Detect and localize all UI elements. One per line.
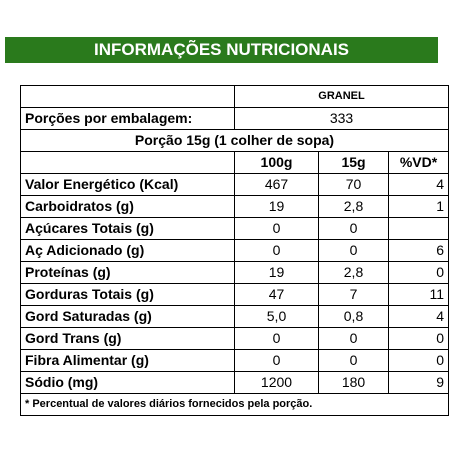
value-cell: 9 — [388, 371, 449, 394]
title-bar: INFORMAÇÕES NUTRICIONAIS — [5, 37, 438, 63]
footnote: * Percentual de valores diários fornecid… — [20, 393, 449, 416]
portion: Porção 15g (1 colher de sopa) — [20, 129, 449, 152]
value-cell: 0 — [318, 239, 389, 262]
row: GRANEL — [20, 85, 449, 108]
value-cell: 0 — [234, 239, 319, 262]
value-cell: 0 — [388, 349, 449, 372]
granel: GRANEL — [234, 85, 449, 108]
column-header: 100g — [234, 151, 319, 174]
value-cell: 0 — [388, 327, 449, 350]
row: Gorduras Totais (g) 47 7 11 — [20, 283, 449, 306]
value-cell: 7 — [318, 283, 389, 306]
row: Açúcares Totais (g) 0 0 — [20, 217, 449, 240]
nutrient-label: Gorduras Totais (g) — [20, 283, 235, 306]
row: Carboidratos (g) 19 2,8 1 — [20, 195, 449, 218]
value-cell: 4 — [388, 305, 449, 328]
cell — [20, 151, 235, 174]
row: Valor Energético (Kcal) 467 70 4 — [20, 173, 449, 196]
value-cell: 1200 — [234, 371, 319, 394]
value-cell: 180 — [318, 371, 389, 394]
value-cell: 2,8 — [318, 195, 389, 218]
value-cell: 0 — [388, 261, 449, 284]
value-cell: 1 — [388, 195, 449, 218]
value-cell: 11 — [388, 283, 449, 306]
value-cell: 70 — [318, 173, 389, 196]
table-body: GRANEL Porções por embalagem: 333 Porção… — [20, 85, 449, 416]
column-header: %VD* — [388, 151, 449, 174]
row: Aç Adicionado (g) 0 0 6 — [20, 239, 449, 262]
nutrition-table: GRANEL Porções por embalagem: 333 Porção… — [20, 85, 449, 416]
row: * Percentual de valores diários fornecid… — [20, 393, 449, 416]
value-cell: 4 — [388, 173, 449, 196]
nutrient-label: Proteínas (g) — [20, 261, 235, 284]
row: Gord Trans (g) 0 0 0 — [20, 327, 449, 350]
nutrient-label: Gord Trans (g) — [20, 327, 235, 350]
nutrient-label: Aç Adicionado (g) — [20, 239, 235, 262]
cell — [20, 85, 235, 108]
row: Porção 15g (1 colher de sopa) — [20, 129, 449, 152]
row: Gord Saturadas (g) 5,0 0,8 4 — [20, 305, 449, 328]
header-row: 100g 15g %VD* — [20, 151, 449, 174]
value-cell: 2,8 — [318, 261, 389, 284]
value-cell — [388, 217, 449, 240]
value-cell: 0 — [234, 217, 319, 240]
row: Proteínas (g) 19 2,8 0 — [20, 261, 449, 284]
value-cell: 47 — [234, 283, 319, 306]
value-cell: 19 — [234, 195, 319, 218]
row: Porções por embalagem: 333 — [20, 107, 449, 130]
value-cell: 467 — [234, 173, 319, 196]
servings-label: Porções por embalagem: — [20, 107, 235, 130]
nutrient-label: Fibra Alimentar (g) — [20, 349, 235, 372]
servings-value: 333 — [234, 107, 449, 130]
value-cell: 0 — [234, 349, 319, 372]
nutrient-label: Sódio (mg) — [20, 371, 235, 394]
nutrient-label: Carboidratos (g) — [20, 195, 235, 218]
value-cell: 0 — [234, 327, 319, 350]
nutrient-label: Gord Saturadas (g) — [20, 305, 235, 328]
value-cell: 6 — [388, 239, 449, 262]
nutrient-label: Valor Energético (Kcal) — [20, 173, 235, 196]
row: Fibra Alimentar (g) 0 0 0 — [20, 349, 449, 372]
value-cell: 19 — [234, 261, 319, 284]
value-cell: 5,0 — [234, 305, 319, 328]
nutrient-label: Açúcares Totais (g) — [20, 217, 235, 240]
column-header: 15g — [318, 151, 389, 174]
value-cell: 0 — [318, 327, 389, 350]
row: Sódio (mg) 1200 180 9 — [20, 371, 449, 394]
value-cell: 0 — [318, 217, 389, 240]
value-cell: 0,8 — [318, 305, 389, 328]
value-cell: 0 — [318, 349, 389, 372]
